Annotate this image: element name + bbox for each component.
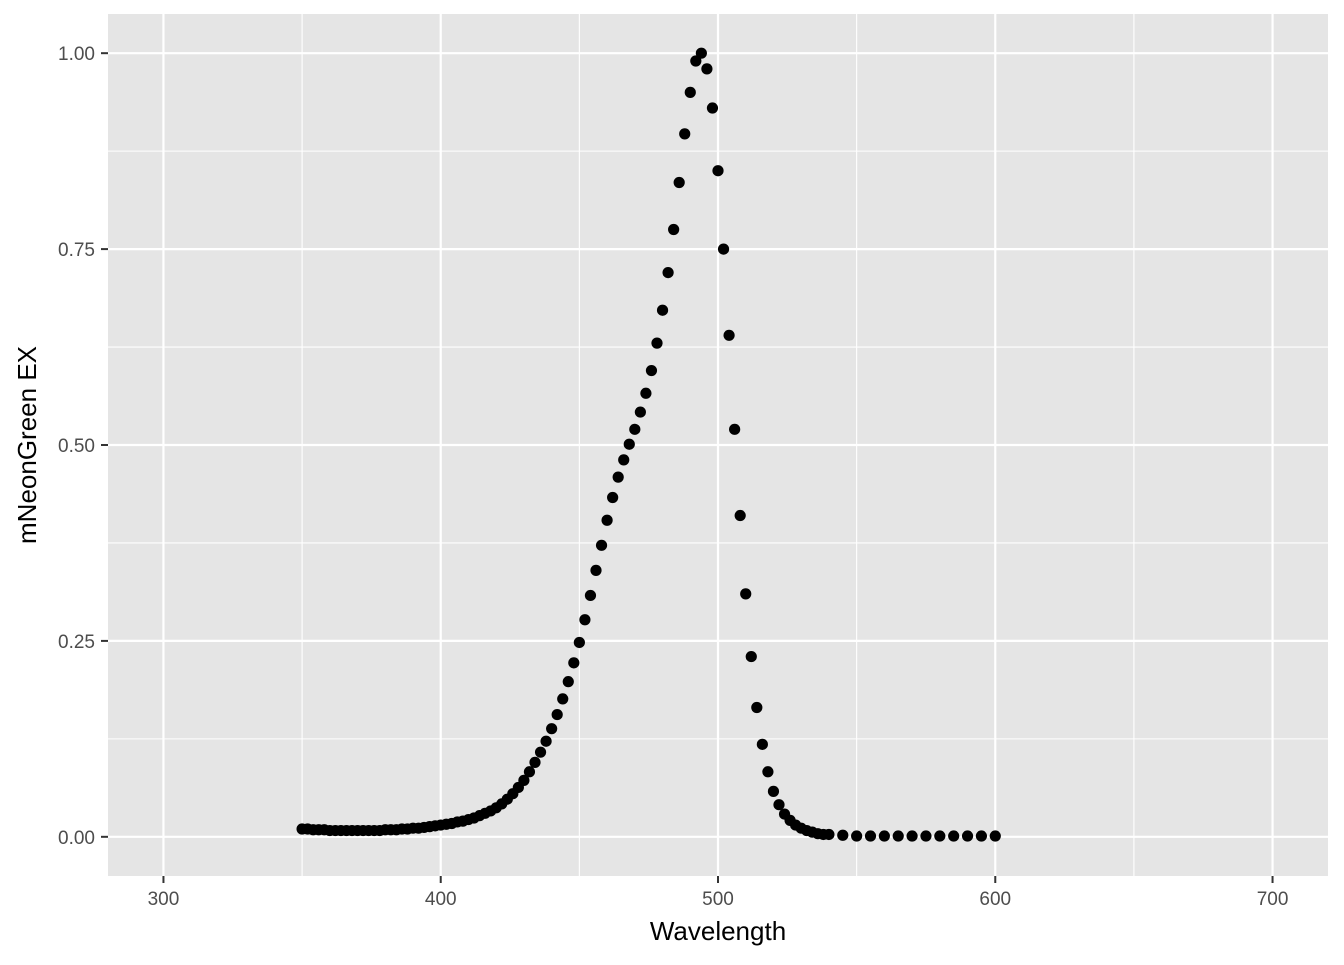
data-point <box>751 701 763 714</box>
data-point <box>590 564 602 576</box>
data-point <box>607 491 619 504</box>
data-point <box>892 830 904 842</box>
data-point <box>723 329 735 341</box>
x-tick-label: 300 <box>148 889 180 910</box>
y-tick-label: 0.25 <box>58 632 95 653</box>
data-point <box>573 636 585 649</box>
data-point <box>745 650 757 663</box>
data-point <box>662 267 674 279</box>
data-point <box>975 830 988 842</box>
data-point <box>773 799 785 811</box>
data-point <box>878 830 890 842</box>
data-point <box>546 723 558 735</box>
y-tick-label: 1.00 <box>58 44 95 65</box>
data-point <box>568 657 580 669</box>
data-point <box>584 589 597 602</box>
data-point <box>673 176 685 189</box>
data-point <box>656 304 669 316</box>
data-point <box>695 47 707 59</box>
data-point <box>595 539 608 551</box>
data-point <box>767 785 780 797</box>
data-points <box>296 47 1001 842</box>
data-point <box>706 102 719 114</box>
y-axis-title: mNeonGreen EX <box>12 346 42 544</box>
data-point <box>906 830 918 842</box>
data-point <box>534 746 547 758</box>
data-point <box>551 708 563 721</box>
data-point <box>961 830 974 842</box>
y-tick-label: 0.50 <box>58 436 95 457</box>
data-point <box>612 471 624 483</box>
data-point <box>729 423 741 435</box>
data-point <box>618 454 630 466</box>
data-point <box>762 766 774 778</box>
x-tick-label: 400 <box>425 889 457 910</box>
data-point <box>717 243 730 255</box>
x-tick-label: 500 <box>702 889 734 910</box>
data-point <box>823 828 835 841</box>
data-point <box>579 614 591 626</box>
data-point <box>837 829 849 841</box>
y-axis: 0.00 0.25 0.50 0.75 1.00 <box>58 44 108 849</box>
data-point <box>851 830 863 842</box>
data-point <box>540 735 552 747</box>
data-point <box>679 128 691 140</box>
data-point <box>651 337 663 349</box>
data-point <box>668 223 680 236</box>
data-point <box>920 830 932 842</box>
data-point <box>557 693 569 705</box>
x-axis-title: Wavelength <box>650 916 786 946</box>
data-point <box>684 86 696 98</box>
data-point <box>523 766 536 778</box>
data-point <box>701 63 713 75</box>
data-point <box>934 830 946 842</box>
data-point <box>601 514 613 526</box>
y-tick-label: 0.00 <box>58 828 95 849</box>
data-point <box>629 423 641 435</box>
data-point <box>864 830 877 842</box>
major-gridlines <box>108 14 1328 876</box>
data-point <box>734 509 746 522</box>
data-point <box>740 588 752 600</box>
data-point <box>518 774 530 786</box>
data-point <box>645 364 658 377</box>
x-tick-label: 600 <box>979 889 1011 910</box>
y-tick-label: 0.75 <box>58 240 95 261</box>
data-point <box>989 830 1001 842</box>
data-point <box>623 438 635 450</box>
data-point <box>756 738 768 750</box>
data-point <box>529 756 541 768</box>
data-point <box>948 830 960 842</box>
data-point <box>634 406 646 418</box>
x-axis: 300 400 500 600 700 <box>148 876 1289 910</box>
data-point <box>690 55 702 67</box>
data-point <box>562 676 574 688</box>
data-point <box>712 165 724 177</box>
data-point <box>640 387 652 399</box>
x-tick-label: 700 <box>1257 889 1289 910</box>
